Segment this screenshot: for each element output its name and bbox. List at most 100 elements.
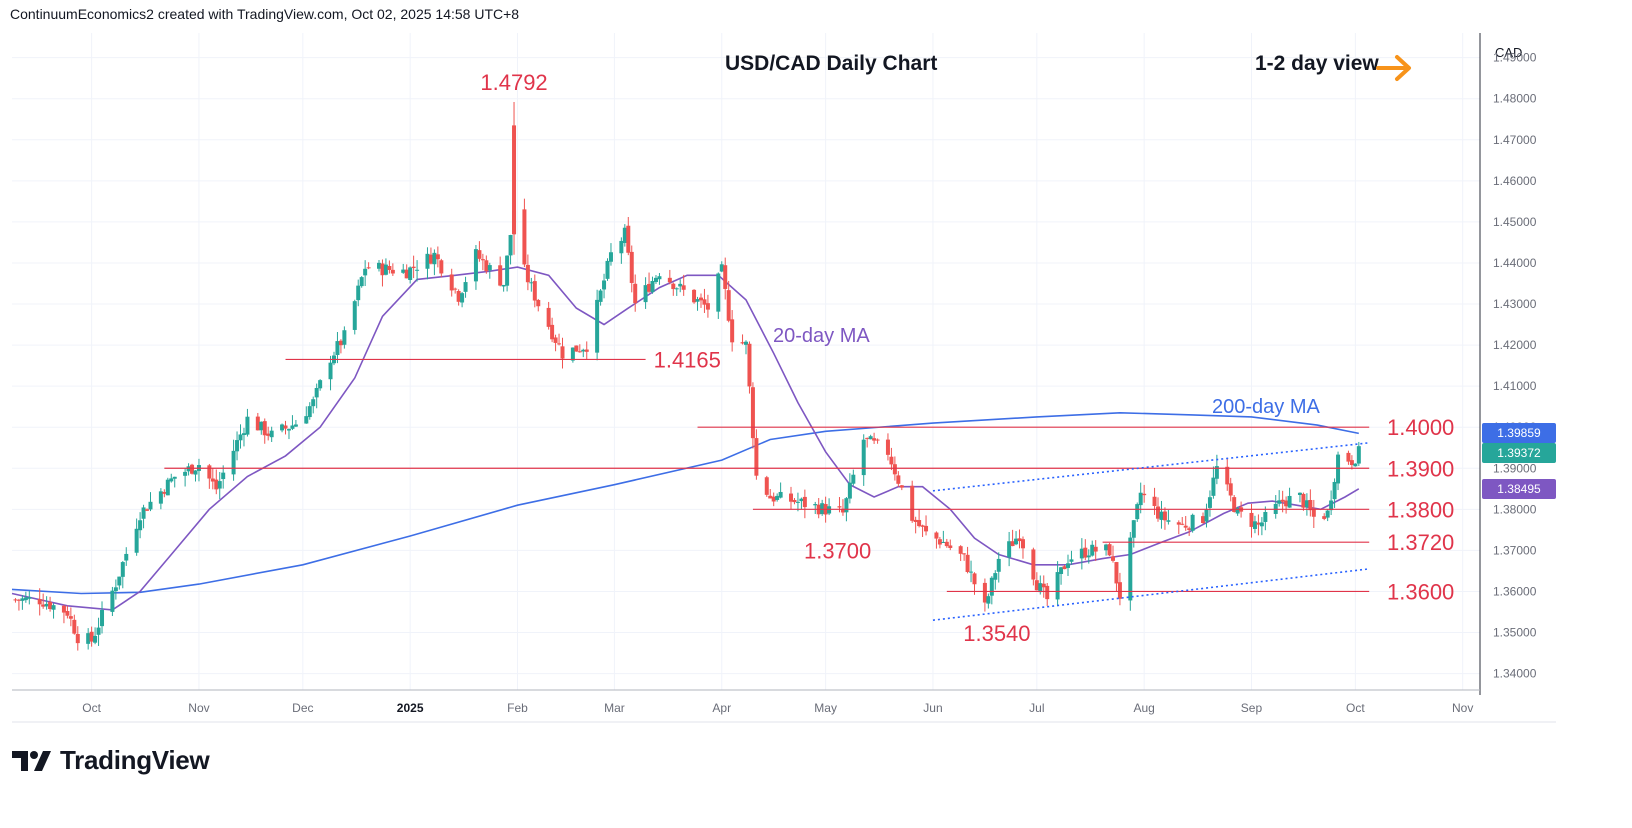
price-tag <box>1482 422 1556 443</box>
candle-body <box>120 562 125 577</box>
candle-body <box>1162 511 1167 521</box>
candle-body <box>650 280 655 293</box>
candle-body <box>1117 582 1122 599</box>
candle-body <box>318 380 323 389</box>
candle-body <box>1086 555 1091 558</box>
candle-body <box>671 283 676 290</box>
level-label: 1.3600 <box>1387 579 1454 604</box>
candle-body <box>1308 499 1313 511</box>
candle-body <box>972 573 977 585</box>
level-lines: 1.4000 1.3900 1.3800 1.3720 1.3600 1.4165 1.47… <box>164 70 1454 646</box>
candle-body <box>993 573 998 580</box>
candle-body <box>529 282 534 284</box>
candle-body <box>158 491 163 504</box>
price-tags: 1.39859 1.39372 1.38495 <box>1482 422 1556 499</box>
candle-body <box>1065 563 1070 568</box>
candle-body <box>487 265 492 271</box>
candle-body <box>1176 522 1181 525</box>
candle-body <box>61 605 66 613</box>
candle-body <box>415 269 420 271</box>
y-tick-label: 1.43000 <box>1493 297 1537 311</box>
candle-body <box>1034 580 1039 591</box>
candle-body <box>1020 539 1025 549</box>
candle-body <box>96 627 101 635</box>
candle-body <box>141 507 146 519</box>
candle-body <box>338 340 343 346</box>
candle-body <box>622 227 627 243</box>
candle-body <box>653 277 658 283</box>
y-tick-label: 1.38000 <box>1493 502 1537 516</box>
candle-body <box>1156 506 1161 519</box>
candle-body <box>283 425 288 429</box>
candle-body <box>1031 549 1036 580</box>
candle-body <box>550 324 555 340</box>
candle-body <box>557 343 562 345</box>
price-annotation: 1.3540 <box>963 621 1030 646</box>
candle-body <box>1079 548 1084 559</box>
candle-body <box>799 498 804 502</box>
candle-body <box>633 283 638 304</box>
candle-body <box>705 303 710 310</box>
price-tag-label: 1.39372 <box>1497 446 1541 460</box>
candle-body <box>525 264 530 283</box>
candle-body <box>473 249 478 282</box>
candle-body <box>910 485 915 521</box>
price-tag <box>1482 442 1556 463</box>
candle-body <box>522 209 527 265</box>
candle-body <box>553 337 558 343</box>
x-tick-label: Feb <box>507 701 528 715</box>
y-tick-label: 1.49000 <box>1493 51 1537 65</box>
candle-body <box>1093 546 1098 552</box>
candle-body <box>1311 508 1316 517</box>
candle-body <box>190 464 195 474</box>
channel-lines <box>932 442 1370 621</box>
candle-body <box>844 498 849 513</box>
candle-body <box>837 506 842 508</box>
y-tick-label: 1.34000 <box>1493 667 1537 681</box>
y-tick-label: 1.39000 <box>1493 461 1537 475</box>
candle-body <box>681 285 686 290</box>
candle-body <box>1287 495 1292 508</box>
candle-body <box>377 262 381 269</box>
candle-body <box>647 283 652 292</box>
candle-body <box>608 252 613 262</box>
candle-body <box>328 362 333 380</box>
candle-body <box>401 269 406 273</box>
candle-body <box>404 269 409 279</box>
candle-body <box>193 470 198 475</box>
candle-body <box>1329 500 1334 511</box>
candle-body <box>1325 510 1330 518</box>
candle-body <box>456 290 461 302</box>
candle-body <box>1228 483 1233 496</box>
candle-body <box>113 587 118 592</box>
candle-body <box>439 260 444 274</box>
candle-body <box>892 464 897 475</box>
candle-body <box>290 425 295 429</box>
candle-body <box>581 349 586 352</box>
candle-body <box>245 416 250 435</box>
candle-body <box>896 475 901 484</box>
x-tick-label: Dec <box>292 701 313 715</box>
level-label: 1.4165 <box>654 347 721 372</box>
candle-body <box>969 571 974 573</box>
candle-body <box>1055 572 1060 600</box>
candle-body <box>68 616 73 619</box>
candle-body <box>37 599 42 605</box>
candle-body <box>820 503 825 515</box>
price-annotation: 1.4792 <box>480 70 547 95</box>
x-tick-label: May <box>814 701 837 715</box>
candle-body <box>363 268 368 276</box>
candle-body <box>789 493 794 502</box>
ma200-line <box>11 411 1359 595</box>
candle-body <box>1131 520 1136 538</box>
candle-body <box>1017 538 1022 542</box>
spike-candle-body <box>512 125 517 235</box>
candle-body <box>484 260 489 272</box>
candle-body <box>764 477 769 495</box>
candle-body <box>1211 477 1216 496</box>
tradingview-brand[interactable]: TradingView <box>12 745 210 776</box>
candle-body <box>577 351 582 353</box>
candle-body <box>944 541 949 547</box>
candle-body <box>86 633 91 644</box>
